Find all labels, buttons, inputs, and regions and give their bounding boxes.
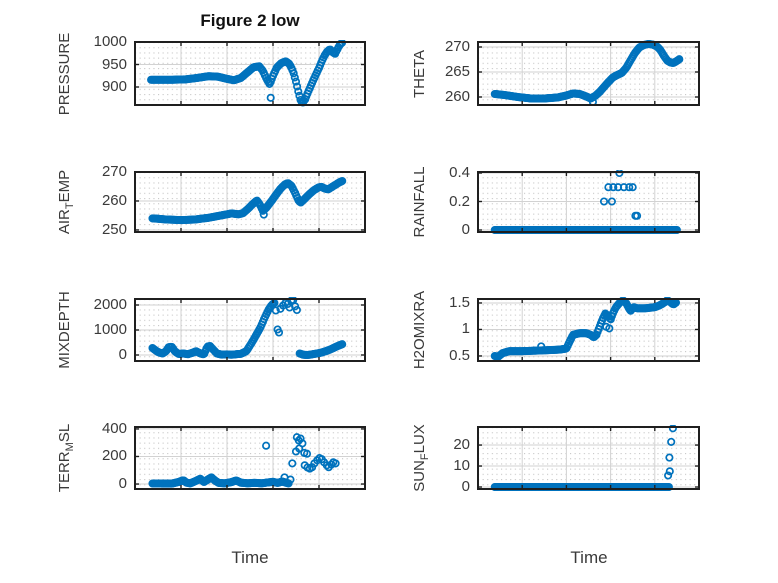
y-tick-label: 200 [101, 447, 127, 465]
plot-area-RAINFALL [477, 170, 700, 234]
y-tick-label: 270 [101, 163, 127, 180]
y-tick-label: 400 [101, 419, 127, 437]
y-tick-label: 20 [453, 436, 470, 454]
plot-area-MIXDEPTH [134, 297, 366, 362]
y-tick-label: 0 [118, 475, 127, 493]
y-tick-label: 250 [101, 220, 127, 238]
y-tick-label: 0 [118, 346, 127, 363]
y-tick-label: 950 [101, 55, 127, 73]
y-tick-label: 0 [461, 478, 470, 495]
x-axis-label-left: Time [231, 548, 269, 567]
plot-area-THETA [477, 40, 700, 107]
y-tick-label: 900 [101, 78, 127, 95]
y-tick-label: 2000 [93, 296, 127, 313]
plot-area-TERR_MSL [134, 426, 366, 490]
y-tick-label: 260 [444, 88, 470, 105]
y-tick-label: 1000 [93, 33, 127, 50]
y-tick-label: 265 [444, 63, 470, 80]
y-tick-label: 0.5 [449, 346, 470, 364]
y-tick-label: 1.5 [449, 293, 470, 311]
y-tick-label: 10 [453, 457, 470, 475]
y-tick-label: 1000 [93, 321, 127, 338]
plot-area-AIR_TEMP [134, 171, 366, 233]
y-tick-label: 0.2 [449, 192, 470, 210]
y-tick-label: 270 [444, 38, 470, 55]
y-tick-label: 0.4 [449, 163, 470, 181]
y-tick-label: 1 [461, 320, 470, 338]
y-tick-label: 260 [101, 191, 127, 209]
plot-area-H2OMIXRA [477, 297, 700, 362]
figure-title: Figure 2 low [200, 11, 300, 30]
plot-area-PRESSURE [134, 40, 366, 107]
plot-area-SUN_FLUX [477, 425, 700, 491]
y-tick-label: 0 [461, 221, 470, 238]
x-axis-label-right: Time [570, 548, 608, 567]
